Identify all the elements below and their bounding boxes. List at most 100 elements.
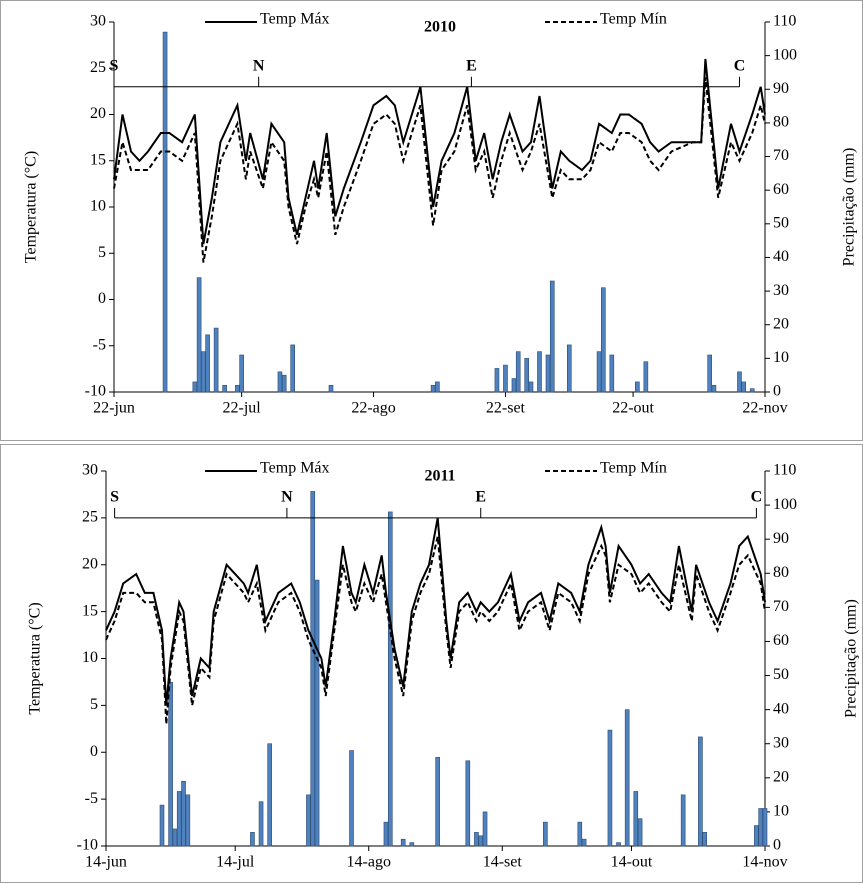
y-tick-label: 30 [90, 13, 106, 30]
legend-label: Temp Mín [600, 11, 667, 28]
precipitation-bar [192, 381, 198, 393]
precipitation-bar [387, 511, 393, 847]
y2-tick-label: 90 [773, 80, 789, 97]
y2-tick-label: 30 [773, 734, 789, 751]
precipitation-bar [474, 832, 479, 847]
precipitation-bar [383, 821, 389, 847]
precipitation-bar [159, 804, 165, 847]
y2-tick-label: 50 [773, 666, 789, 683]
x-tick-label: 22-nov [742, 400, 787, 417]
precipitation-bar [465, 760, 471, 847]
y2-tick-label: 10 [773, 803, 789, 820]
y-tick-label: 0 [90, 743, 98, 760]
precipitation-bar [741, 381, 747, 393]
precipitation-bar [281, 374, 287, 393]
precipitation-bar [637, 818, 643, 847]
precipitation-bar [409, 842, 415, 847]
y2-axis-title: Precipitação (mm) [843, 599, 860, 718]
precipitation-bar [624, 709, 630, 847]
precipitation-bar [196, 277, 202, 393]
y2-tick-label: 0 [773, 383, 781, 400]
precipitation-bar [205, 334, 210, 393]
precipitation-bar [511, 378, 517, 393]
y2-tick-label: 100 [773, 496, 797, 513]
precipitation-bar [754, 825, 759, 847]
legend-label: Temp Máx [260, 460, 330, 477]
precipitation-bar [181, 780, 186, 847]
precipitation-bar [222, 384, 227, 393]
precipitation-bar [549, 280, 555, 393]
y2-tick-label: 40 [773, 248, 789, 265]
precipitation-bar [328, 384, 334, 393]
y2-tick-label: 20 [773, 315, 789, 332]
precipitation-bar [609, 354, 615, 393]
precipitation-bar [349, 750, 354, 847]
y-tick-label: 15 [82, 602, 98, 619]
y2-tick-label: 0 [773, 837, 781, 854]
precipitation-bar [607, 729, 613, 847]
precipitation-bar [601, 287, 606, 393]
precipitation-bar [524, 358, 530, 393]
panel-frame [0, 444, 863, 883]
precipitation-bar [176, 791, 182, 847]
y-tick-label: 15 [90, 151, 106, 168]
x-tick-label: 22-jun [93, 400, 135, 417]
precipitation-bar [314, 579, 320, 847]
y2-tick-label: 60 [773, 632, 789, 649]
precipitation-bar [545, 354, 551, 393]
precipitation-bar [643, 361, 649, 393]
y-tick-label: 10 [82, 649, 98, 666]
y2-tick-label: 30 [773, 282, 789, 299]
x-tick-label: 14-set [483, 854, 523, 871]
precipitation-bar [201, 351, 206, 393]
precipitation-bar [577, 821, 583, 847]
x-tick-label: 22-jul [223, 400, 262, 417]
y-tick-label: 20 [82, 555, 98, 572]
temperature-line [113, 77, 766, 263]
y2-tick-label: 40 [773, 700, 789, 717]
precipitation-bar [503, 364, 508, 393]
precipitation-bar [494, 368, 500, 393]
stage-label: S [110, 57, 119, 74]
precipitation-bar [633, 791, 639, 847]
y-tick-label: -10 [77, 837, 98, 854]
stage-label: N [281, 489, 293, 506]
y-tick-label: 25 [82, 509, 98, 526]
x-tick-label: 14-jun [85, 854, 127, 871]
y-axis-title: Temperatura (°C) [23, 151, 40, 263]
precipitation-bar [616, 842, 621, 847]
precipitation-bar [277, 371, 283, 393]
precipitation-bar [185, 794, 191, 847]
y2-tick-label: 110 [773, 13, 796, 30]
precipitation-bar [250, 832, 255, 847]
precipitation-bar [239, 354, 244, 393]
y-tick-label: -10 [85, 383, 106, 400]
precipitation-bar [537, 351, 542, 393]
y-tick-label: 10 [90, 198, 106, 215]
y2-tick-label: 100 [773, 46, 797, 63]
legend-label: Temp Mín [600, 460, 667, 477]
y-tick-label: 5 [98, 244, 106, 261]
precipitation-bar [306, 794, 311, 847]
x-tick-label: 14-jul [216, 854, 255, 871]
precipitation-bar [581, 838, 587, 847]
stage-label: C [734, 57, 746, 74]
y-tick-label: 25 [90, 59, 106, 76]
y2-tick-label: 80 [773, 114, 789, 131]
temperature-line [105, 517, 766, 706]
y2-tick-label: 110 [773, 462, 796, 479]
precipitation-bar [168, 682, 173, 847]
y-tick-label: 30 [82, 462, 98, 479]
stage-label: C [751, 489, 763, 506]
x-tick-label: 14-ago [347, 854, 391, 871]
precipitation-bar [213, 327, 219, 393]
precipitation-bar [290, 344, 296, 393]
stage-label: E [466, 57, 477, 74]
precipitation-bar [235, 384, 240, 393]
precipitation-bar [528, 381, 534, 393]
stage-label: S [110, 489, 119, 506]
y2-tick-label: 70 [773, 147, 789, 164]
y-tick-label: -5 [93, 336, 106, 353]
chart-title: 2010 [424, 19, 456, 36]
